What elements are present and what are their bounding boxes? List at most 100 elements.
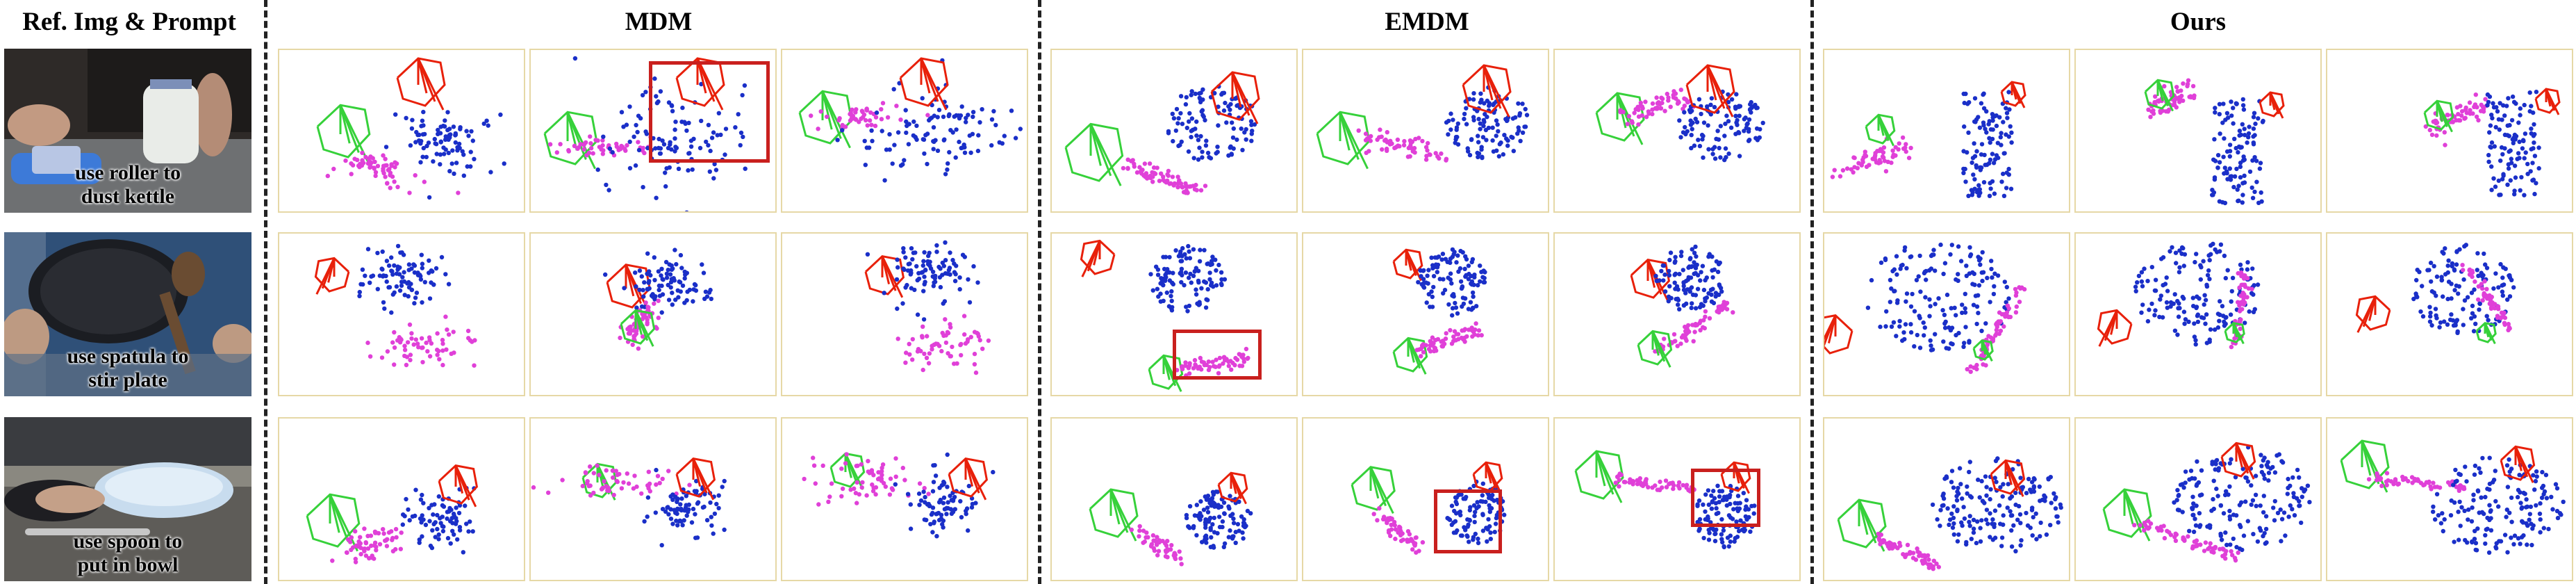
hand-green-icon xyxy=(2144,79,2175,112)
object-point xyxy=(741,134,745,140)
object-point xyxy=(1897,324,1902,329)
object-point xyxy=(2485,526,2490,531)
tool-point xyxy=(1685,323,1691,328)
object-point xyxy=(2242,173,2247,178)
tool-point xyxy=(2181,81,2186,86)
tool-point xyxy=(1237,352,1241,357)
object-point xyxy=(946,113,951,119)
object-point xyxy=(1662,272,1667,277)
tool-point xyxy=(1830,175,1835,179)
object-point xyxy=(2504,514,2509,519)
object-point xyxy=(1210,254,1215,259)
tool-point xyxy=(893,456,898,461)
object-point xyxy=(1166,131,1171,136)
object-point xyxy=(1695,286,1701,291)
tool-point xyxy=(1375,518,1380,523)
object-point xyxy=(432,502,437,507)
object-point xyxy=(931,139,936,144)
object-point xyxy=(1219,277,1224,282)
object-point xyxy=(610,149,615,155)
tool-point xyxy=(2005,303,2011,308)
object-point xyxy=(1703,492,1708,497)
tool-point xyxy=(1156,539,1161,544)
hand-green-icon xyxy=(1316,111,1371,170)
object-point xyxy=(652,277,657,283)
object-point xyxy=(1957,466,1963,471)
object-point xyxy=(369,274,374,279)
object-point xyxy=(1933,268,1938,273)
tool-point xyxy=(437,357,442,362)
object-point xyxy=(1486,125,1492,131)
object-point xyxy=(2187,477,2192,482)
tool-point xyxy=(2243,300,2247,305)
tool-point xyxy=(580,483,585,489)
object-point xyxy=(2180,510,2185,514)
object-point xyxy=(1465,517,1470,522)
object-point xyxy=(663,170,668,175)
object-point xyxy=(1205,510,1211,514)
object-point xyxy=(2500,293,2505,298)
tool-point xyxy=(870,489,876,494)
object-point xyxy=(1465,534,1470,539)
object-point xyxy=(1941,339,1946,344)
tool-point xyxy=(1421,350,1426,355)
object-point xyxy=(1947,522,1951,527)
object-point xyxy=(666,145,671,151)
tool-point xyxy=(611,475,616,480)
object-point xyxy=(2520,138,2526,143)
object-point xyxy=(2493,124,2498,130)
tool-point xyxy=(2230,553,2235,558)
object-point xyxy=(2234,145,2238,151)
object-point xyxy=(635,129,640,135)
object-point xyxy=(1204,297,1209,302)
object-point xyxy=(2488,528,2494,533)
tool-point xyxy=(2229,549,2234,554)
object-point xyxy=(2433,307,2438,311)
object-point xyxy=(1194,533,1199,538)
object-point xyxy=(2243,499,2248,504)
object-point xyxy=(2194,483,2199,488)
object-point xyxy=(1681,130,1686,135)
tool-point xyxy=(1998,328,2004,333)
tool-point xyxy=(881,480,886,486)
object-point xyxy=(1996,155,2001,161)
tool-point xyxy=(1439,343,1444,349)
object-point xyxy=(1930,347,1935,352)
object-point xyxy=(1202,279,1207,284)
object-point xyxy=(1492,530,1497,535)
object-point xyxy=(2225,268,2230,273)
object-point xyxy=(375,250,380,256)
object-point xyxy=(1476,133,1480,138)
object-point xyxy=(2518,106,2523,111)
hand-red-icon xyxy=(2259,91,2285,119)
object-point xyxy=(941,482,946,487)
tool-point xyxy=(2198,542,2203,547)
object-point xyxy=(666,268,670,273)
object-point xyxy=(407,518,412,523)
object-point xyxy=(2522,193,2527,197)
object-point xyxy=(2477,301,2482,306)
object-point xyxy=(2420,284,2425,289)
tool-point xyxy=(1882,159,1888,163)
object-point xyxy=(2231,184,2236,190)
object-point xyxy=(2213,459,2218,464)
object-point xyxy=(738,143,743,148)
object-point xyxy=(1443,257,1448,261)
object-point xyxy=(2505,297,2510,302)
object-point xyxy=(1979,142,1985,147)
tool-point xyxy=(1156,549,1162,553)
object-point xyxy=(2227,166,2232,171)
object-point xyxy=(2465,540,2470,545)
object-point xyxy=(2291,494,2297,499)
separator-ref-mdm xyxy=(264,0,267,584)
object-point xyxy=(670,497,675,502)
object-point xyxy=(2145,279,2150,284)
object-point xyxy=(1710,500,1715,505)
object-point xyxy=(699,118,704,124)
object-point xyxy=(1944,346,1949,350)
object-point xyxy=(2253,473,2259,478)
object-point xyxy=(639,304,645,309)
object-point xyxy=(1890,268,1895,274)
tool-point xyxy=(2432,485,2438,489)
object-point xyxy=(679,519,684,524)
